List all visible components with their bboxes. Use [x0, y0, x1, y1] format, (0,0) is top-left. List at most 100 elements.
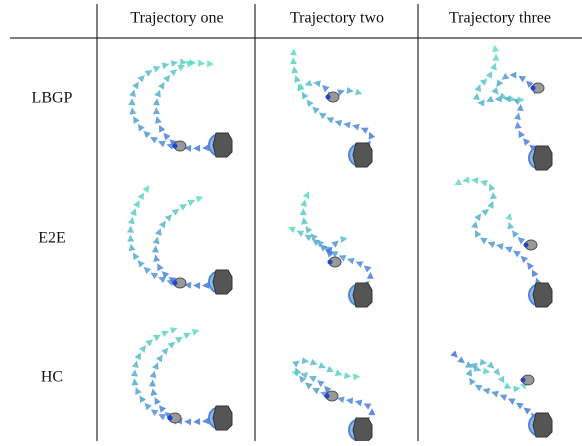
trajectory-arrow: [505, 221, 514, 230]
row-label: E2E: [38, 230, 66, 247]
trajectory-arrow: [513, 385, 521, 393]
trajectory-arrow: [152, 245, 159, 252]
trajectory-arrow: [490, 62, 499, 71]
robot-small-head: [328, 260, 333, 265]
trajectory-arrow: [172, 206, 182, 216]
trajectory-arrow: [168, 339, 178, 349]
trajectory-arrow: [351, 122, 360, 131]
robot-small-head: [326, 95, 331, 100]
trajectory-arrow: [475, 83, 484, 92]
trajectory-arrow: [196, 193, 205, 202]
trajectory-arrow: [193, 282, 200, 289]
column-header: Trajectory three: [449, 10, 551, 27]
trajectory-arrow: [521, 405, 531, 415]
trajectory-arrow: [354, 398, 362, 406]
robot-body: [213, 406, 232, 430]
trajectory-arrow: [509, 228, 519, 238]
trajectory-arrow: [482, 386, 491, 395]
trajectory-arrow: [290, 57, 297, 64]
row-label: LBGP: [32, 90, 73, 107]
trajectory-arrow: [127, 243, 135, 251]
robot-body: [533, 413, 552, 437]
trajectory-arrow: [335, 369, 344, 378]
trajectory-arrow: [466, 368, 475, 377]
trajectory-arrow: [300, 199, 308, 207]
trajectory-arrow: [165, 212, 175, 222]
trajectory-arrow: [154, 88, 163, 97]
trajectory-arrow: [290, 66, 298, 74]
trajectory-arrow: [155, 227, 164, 236]
trajectory-arrow: [132, 80, 142, 90]
trajectory-arrow: [479, 178, 488, 187]
trajectory-arrow: [149, 379, 156, 386]
trajectory-arrow: [524, 260, 534, 270]
trajectory-arrow: [157, 411, 166, 420]
trajectory-cell: [453, 176, 552, 307]
trajectory-arrow: [504, 382, 513, 391]
trajectory-arrow: [129, 89, 138, 98]
trajectory-arrow: [153, 115, 161, 123]
trajectory-arrow: [136, 393, 146, 403]
trajectory-arrow: [346, 256, 355, 265]
trajectory-arrow: [157, 138, 166, 147]
trajectory-guide: [455, 180, 540, 290]
trajectory-arrow: [156, 353, 166, 363]
trajectory-arrow: [153, 98, 161, 106]
trajectory-arrow: [514, 112, 522, 120]
trajectory-arrow: [518, 96, 525, 103]
trajectory-arrow: [300, 208, 307, 215]
row-label: HC: [41, 369, 63, 386]
robot-body: [213, 133, 232, 157]
trajectory-arrow: [514, 121, 522, 129]
trajectory-arrow: [170, 325, 179, 334]
trajectory-arrow: [159, 219, 169, 229]
trajectory-arrow: [127, 234, 134, 241]
trajectory-arrow: [130, 207, 139, 216]
trajectory-arrow: [474, 211, 484, 221]
trajectory-arrow: [141, 128, 151, 138]
trajectory-arrow: [472, 228, 482, 238]
trajectory-cell: [450, 350, 552, 437]
trajectory-arrow: [466, 376, 476, 386]
trajectory-arrow: [152, 361, 161, 370]
robot-body: [353, 143, 372, 167]
trajectory-arrow: [303, 380, 313, 390]
trajectory-arrow: [354, 258, 363, 267]
trajectory-cell: [290, 45, 375, 167]
trajectory-arrow: [483, 368, 491, 376]
trajectory-arrow: [515, 234, 525, 244]
trajectory-arrow: [138, 191, 148, 201]
robot-small-head: [524, 243, 529, 248]
trajectory-cell: [128, 59, 232, 157]
robot-body: [533, 146, 552, 170]
trajectory-arrow: [152, 254, 160, 262]
trajectory-arrow: [505, 212, 514, 221]
trajectory-arrow: [183, 330, 192, 339]
trajectory-arrow: [487, 361, 497, 371]
trajectory-arrow: [450, 350, 460, 360]
trajectory-arrow: [128, 107, 136, 115]
trajectory-arrow: [207, 60, 214, 67]
trajectory-arrow: [180, 59, 187, 66]
trajectory-arrow: [153, 107, 160, 114]
trajectory-arrow: [153, 236, 161, 244]
trajectory-arrow: [486, 182, 495, 191]
trajectory-arrow: [355, 88, 364, 97]
trajectory-arrow: [334, 118, 343, 127]
trajectory-arrow: [485, 96, 494, 105]
trajectory-arrow: [134, 351, 143, 360]
trajectory-arrow: [310, 359, 319, 368]
robot-body: [353, 283, 372, 307]
trajectory-arrow: [362, 263, 372, 273]
trajectory-arrow: [303, 224, 313, 234]
trajectory-arrow: [193, 418, 200, 425]
trajectory-arrow: [149, 270, 159, 280]
trajectory-arrow: [478, 235, 488, 245]
robot-small-head: [168, 416, 173, 421]
trajectory-arrow: [135, 258, 145, 268]
trajectory-arrow: [511, 248, 521, 258]
robot-small-head: [325, 394, 330, 399]
trajectory-arrow: [133, 199, 142, 208]
trajectory-arrow: [131, 378, 138, 385]
trajectory-arrow: [495, 242, 503, 250]
